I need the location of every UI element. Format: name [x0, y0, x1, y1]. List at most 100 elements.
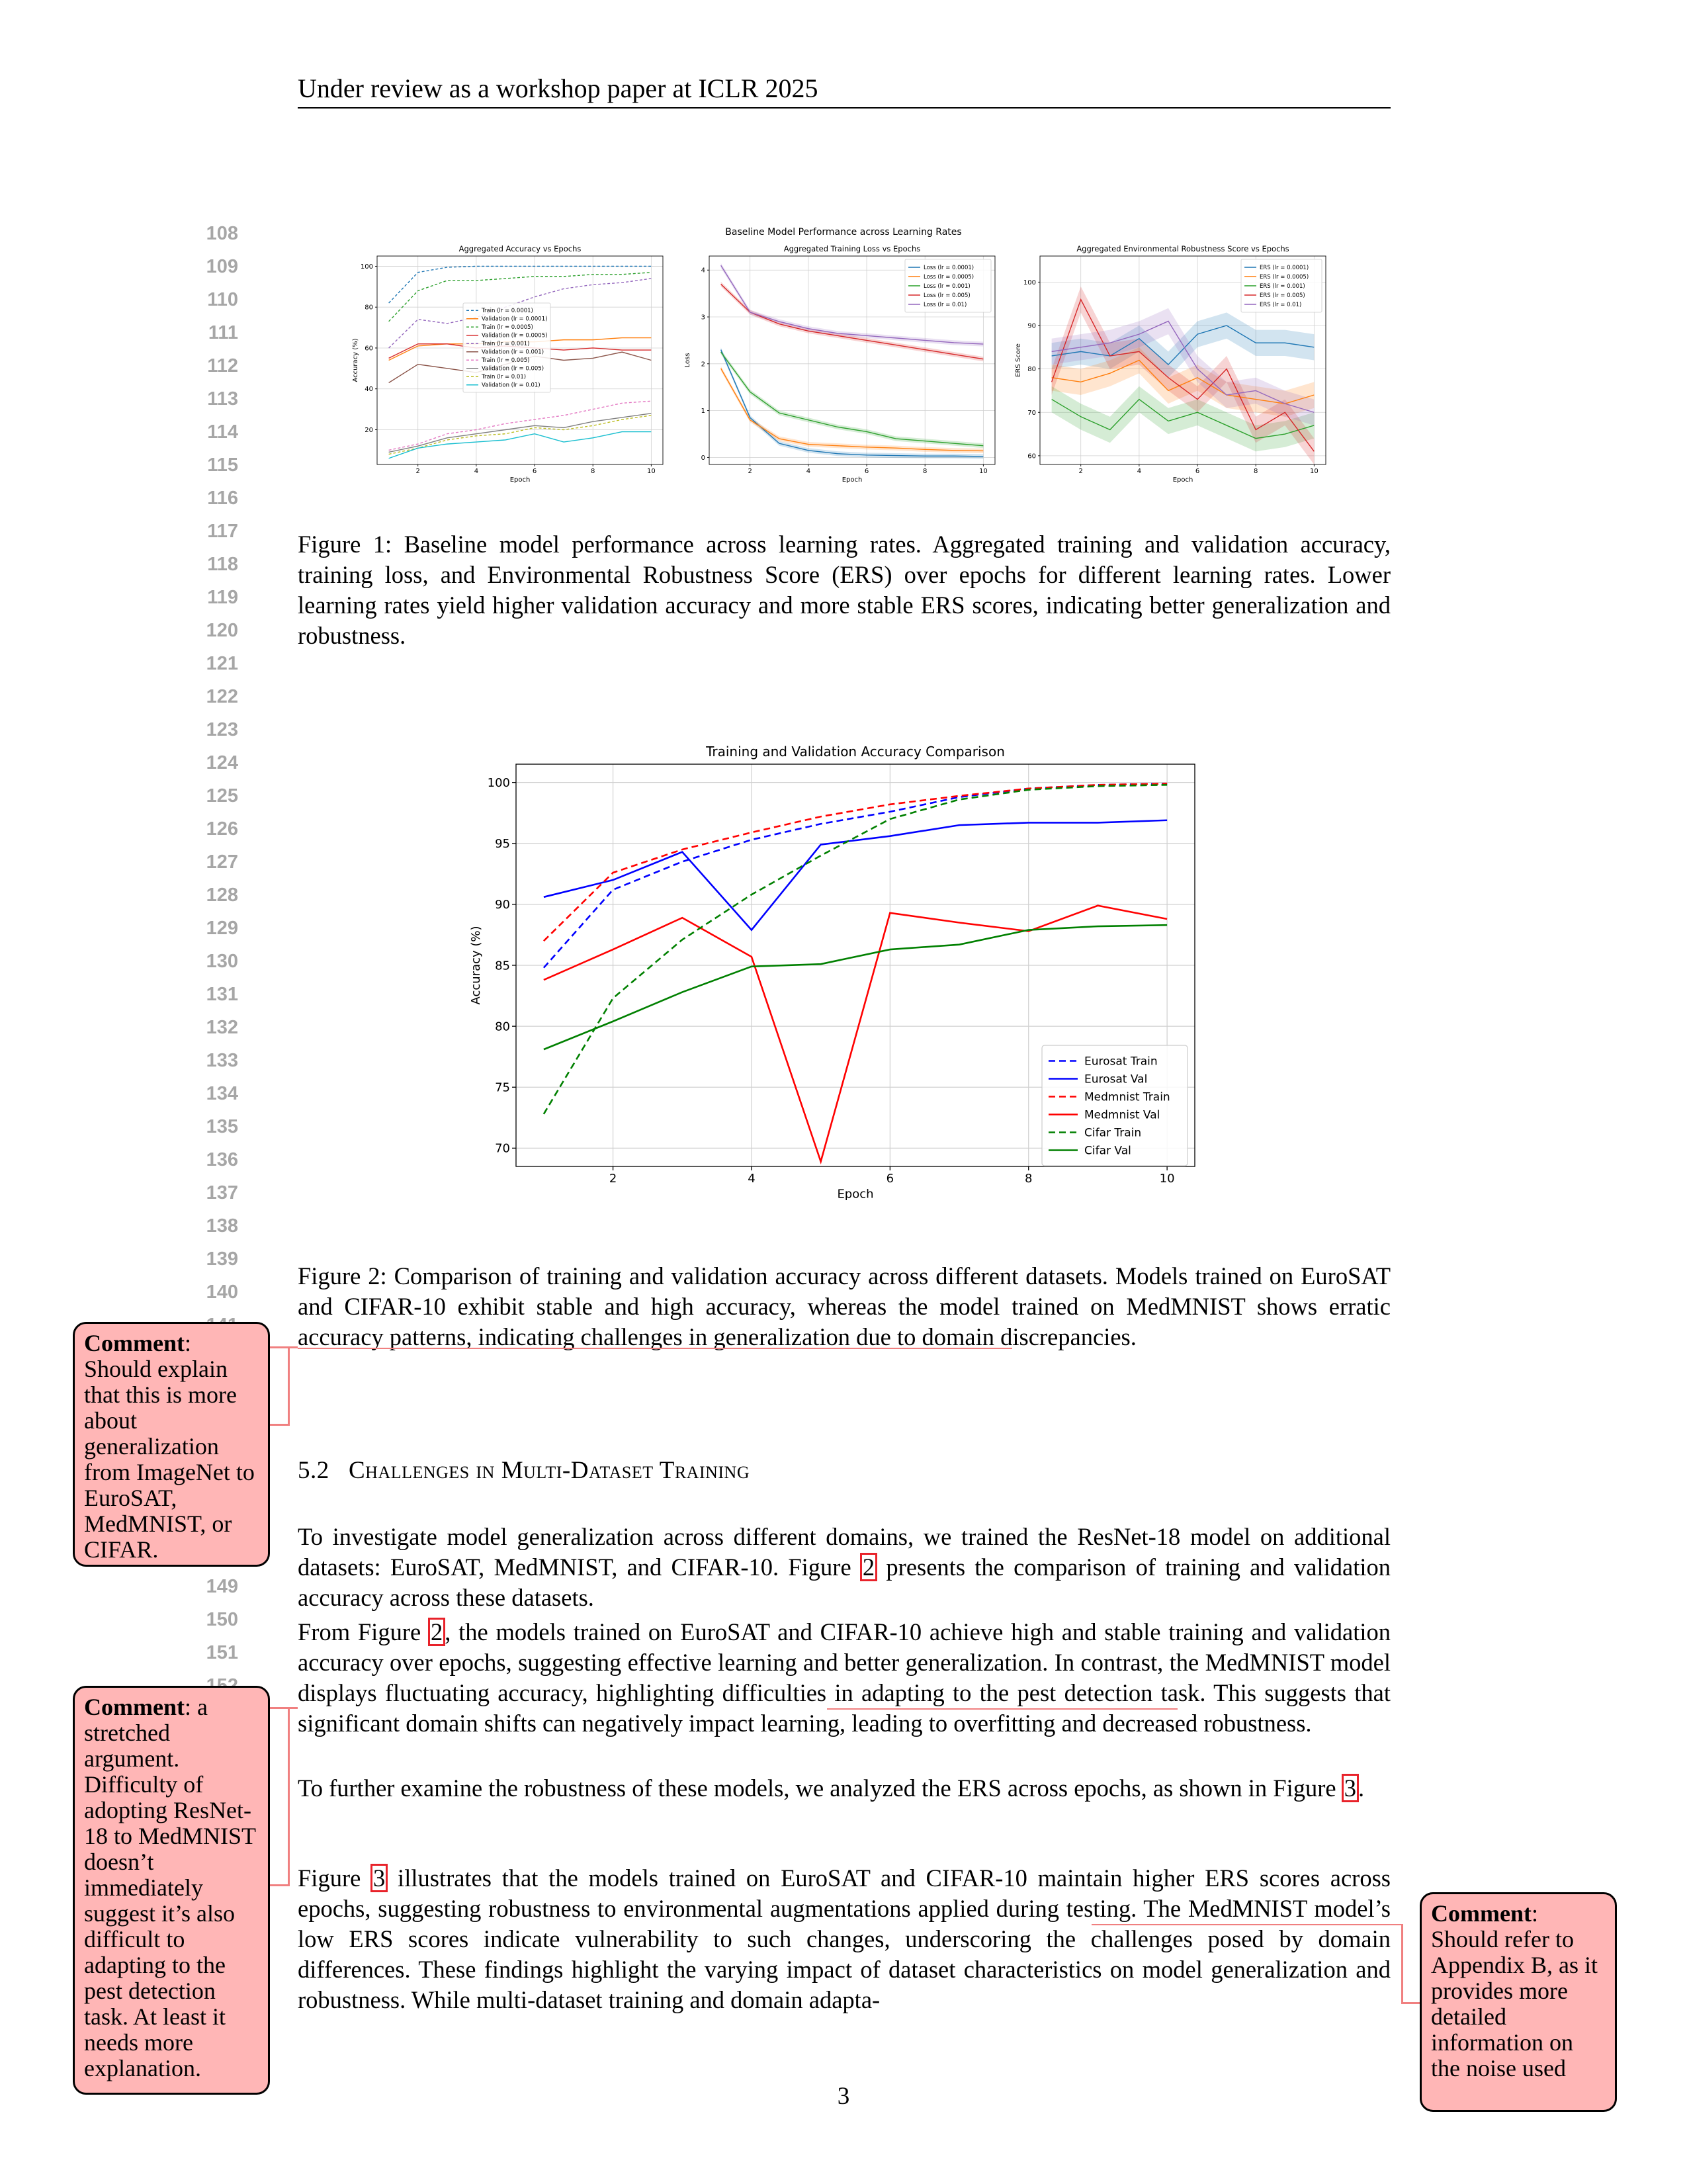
legend-label: Train (lr = 0.0001): [481, 308, 533, 314]
legend-box: [1240, 259, 1322, 313]
x-tick-label: 2: [416, 468, 420, 475]
comment-1-connector: [270, 1346, 298, 1348]
x-tick-label: 2: [1079, 468, 1083, 475]
series-line: [1051, 398, 1315, 439]
line-number: 118: [207, 554, 238, 575]
y-tick-label: 100: [488, 776, 510, 790]
y-tick-label: 20: [365, 427, 373, 434]
legend-box: [904, 259, 992, 313]
series-line: [1051, 298, 1315, 452]
series-line: [720, 349, 984, 457]
paragraph-1-text-b: presents the comparison of training and …: [298, 1553, 1391, 1611]
confidence-band: [1051, 308, 1315, 425]
line-number: 123: [206, 719, 238, 740]
figure-1-suptitle: Baseline Model Performance across Learni…: [725, 227, 961, 238]
paragraph-3-text-a: To further examine the robustness of the…: [298, 1774, 1336, 1802]
section-heading: 5.2 Challenges in Multi-Dataset Training: [298, 1456, 750, 1486]
review-comment-2[interactable]: Comment: a stretched argument. Difficult…: [73, 1686, 270, 2095]
series-line: [543, 819, 1168, 932]
series-line: [388, 272, 652, 322]
comment-3-connector: [1401, 2002, 1420, 2004]
paragraph-1: To investigate model generalization acro…: [298, 1522, 1391, 1613]
comment-2-connector: [270, 1707, 298, 1709]
comment-text: Should refer to Appendix B, as it provid…: [1431, 1926, 1598, 2081]
legend-label: Validation (lr = 0.005): [482, 366, 544, 372]
y-tick-label: 0: [701, 455, 705, 462]
line-number: 109: [206, 256, 238, 277]
line-number: 139: [206, 1248, 238, 1270]
x-axis-label: Epoch: [837, 1187, 873, 1201]
legend-label: Eurosat Val: [1084, 1072, 1147, 1086]
figure-2: 2 4 6 8 10 70 75 80 85 90 95 100 Training and Valida…: [469, 744, 1195, 1201]
review-comment-1[interactable]: Comment: Should explain that this is mor…: [73, 1322, 270, 1567]
legend-box: [462, 302, 551, 393]
running-header: Under review as a workshop paper at ICLR…: [298, 73, 818, 103]
line-number: 124: [206, 752, 238, 773]
comment-text: Should explain that this is more about g…: [84, 1356, 255, 1563]
x-tick-label: 8: [591, 468, 595, 475]
line-number: 125: [206, 785, 238, 807]
review-comment-3[interactable]: Comment: Should refer to Appendix B, as …: [1420, 1892, 1617, 2112]
figure-2-ref[interactable]: 2: [427, 1618, 446, 1646]
line-number: 128: [206, 885, 238, 906]
section-number: 5.2: [298, 1457, 329, 1484]
line-number: 120: [206, 620, 238, 641]
legend-label: Medmnist Val: [1084, 1108, 1160, 1121]
legend-label: Loss (lr = 0.01): [924, 302, 967, 308]
y-tick-label: 95: [495, 837, 510, 851]
legend-label: Loss (lr = 0.005): [924, 292, 971, 299]
y-tick-label: 85: [495, 959, 510, 973]
figure-3-ref[interactable]: 3: [1341, 1774, 1359, 1802]
x-tick-label: 2: [748, 468, 752, 475]
legend-label: Cifar Val: [1084, 1144, 1131, 1157]
loss-chart: 2 4 6 8 10 0 1 2 3 4 Aggregated Training Loss vs E…: [684, 244, 996, 484]
legend-label: ERS (lr = 0.001): [1260, 283, 1305, 290]
legend-label: Eurosat Train: [1084, 1055, 1158, 1068]
series-line: [720, 265, 984, 345]
x-tick-label: 2: [609, 1172, 617, 1186]
y-tick-label: 100: [361, 263, 373, 271]
x-tick-label: 8: [1025, 1172, 1032, 1186]
figure-2-caption: Figure 2: Comparison of training and val…: [298, 1262, 1391, 1350]
line-number: 135: [206, 1116, 238, 1137]
paragraph-2-text-a: From Figure: [298, 1618, 421, 1645]
legend-label: Loss (lr = 0.0001): [924, 265, 974, 271]
series-line: [720, 368, 984, 452]
line-number: 113: [207, 388, 238, 410]
paragraph-3: To further examine the robustness of the…: [298, 1773, 1391, 1804]
line-number: 122: [206, 686, 238, 707]
paragraph-3-text-b: .: [1358, 1774, 1365, 1802]
y-axis-label: Loss: [684, 353, 691, 368]
legend-label: ERS (lr = 0.0005): [1260, 274, 1309, 281]
series-line: [388, 413, 652, 453]
y-tick-label: 60: [365, 345, 373, 352]
paragraph-4-text-b: illustrates that the models trained on E…: [298, 1864, 1391, 2013]
figure-2-ref[interactable]: 2: [859, 1553, 878, 1581]
y-tick-label: 80: [495, 1020, 510, 1033]
x-tick-label: 6: [1195, 468, 1199, 475]
y-tick-label: 80: [365, 304, 373, 312]
line-number: 137: [206, 1182, 238, 1203]
dataset-accuracy-chart: 2 4 6 8 10 70 75 80 85 90 95 100 Training and Valida…: [469, 744, 1195, 1201]
comment-1-connector: [270, 1424, 290, 1426]
y-tick-label: 2: [701, 361, 705, 368]
y-tick-label: 70: [1027, 410, 1036, 417]
plot-frame: [709, 255, 996, 465]
y-tick-label: 80: [1027, 366, 1036, 373]
comment-2-connector: [288, 1707, 290, 1886]
x-tick-label: 4: [748, 1172, 755, 1186]
page-number: 3: [837, 2083, 850, 2110]
chart-title: Aggregated Training Loss vs Epochs: [784, 244, 920, 253]
chart-title: Aggregated Accuracy vs Epochs: [459, 244, 582, 253]
series-line: [388, 265, 652, 304]
paragraph-2-text-b: , the models trained on EuroSAT and CIFA…: [298, 1618, 1391, 1737]
legend-label: Validation (lr = 0.01): [482, 382, 541, 389]
y-tick-label: 90: [495, 898, 510, 912]
confidence-band: [720, 349, 984, 449]
line-number: 108: [206, 223, 238, 244]
comment-label: Comment: [84, 1330, 185, 1356]
figure-3-ref[interactable]: 3: [370, 1864, 388, 1892]
legend-label: Train (lr = 0.001): [481, 341, 529, 347]
series-line: [388, 431, 652, 459]
legend-label: ERS (lr = 0.005): [1260, 292, 1305, 299]
